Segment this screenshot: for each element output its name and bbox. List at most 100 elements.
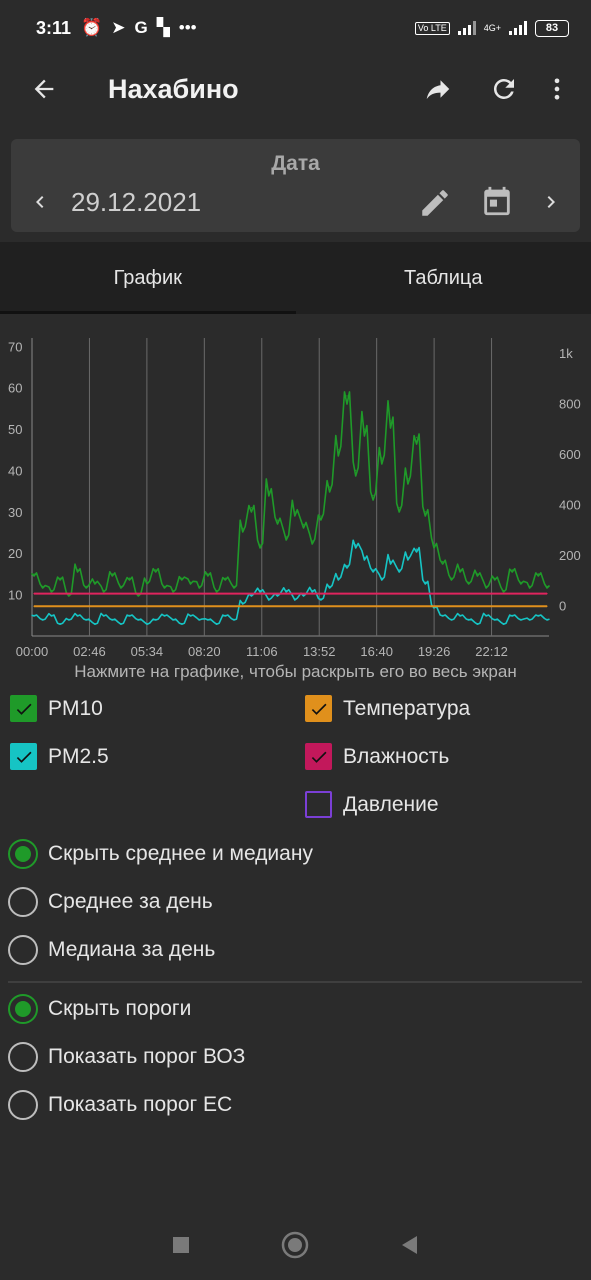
chart-point: [546, 605, 548, 607]
chart-point: [398, 605, 400, 607]
chart-left-tick-label: 40: [8, 463, 22, 478]
chart-point: [529, 593, 531, 595]
share-button[interactable]: [405, 61, 471, 117]
more-button[interactable]: [537, 61, 577, 117]
radio-daily-median[interactable]: Медиана за день: [8, 935, 215, 965]
checkbox-unchecked-icon[interactable]: [305, 791, 332, 818]
chart-point: [346, 593, 348, 595]
legend-pressure[interactable]: Давление: [305, 791, 439, 818]
chart-point: [146, 581, 148, 583]
checkbox-checked-icon[interactable]: [10, 743, 37, 770]
signal-icon-2: [509, 21, 527, 35]
chart-point: [329, 605, 331, 607]
status-bar: 3:11 ⏰ ➤ G ▚ ••• Vo LTE 4G+ 83: [0, 0, 591, 56]
checkbox-checked-icon[interactable]: [305, 695, 332, 722]
calendar-button[interactable]: [477, 181, 517, 221]
chart-point: [129, 605, 131, 607]
chart-point: [459, 614, 461, 616]
radio-eu-threshold[interactable]: Показать порог ЕС: [8, 1090, 232, 1120]
chart-point: [68, 605, 70, 607]
chart-point: [94, 593, 96, 595]
chart-right-tick-label: 600: [559, 447, 581, 462]
system-nav-bar: [0, 1210, 591, 1280]
radio-unselected-icon[interactable]: [8, 887, 38, 917]
chart-point: [216, 605, 218, 607]
chart-point: [311, 593, 313, 595]
chart-point: [59, 593, 61, 595]
chart-point: [337, 449, 339, 451]
radio-unselected-icon[interactable]: [8, 1090, 38, 1120]
chart-point: [337, 577, 339, 579]
chart-point: [459, 593, 461, 595]
radio-unselected-icon[interactable]: [8, 1042, 38, 1072]
edit-date-button[interactable]: [415, 183, 455, 223]
chart-point: [85, 605, 87, 607]
tab-table[interactable]: Таблица: [404, 266, 483, 289]
chart-point: [355, 593, 357, 595]
chart-point: [537, 573, 539, 575]
chart-point: [224, 605, 226, 607]
chart-point: [442, 614, 444, 616]
chart-point: [242, 605, 244, 607]
chart-point: [146, 593, 148, 595]
chart-point: [76, 569, 79, 571]
radio-daily-mean[interactable]: Среднее за день: [8, 887, 213, 917]
chart-point: [502, 593, 505, 595]
radio-hide-thresholds[interactable]: Скрыть пороги: [8, 994, 191, 1024]
checkbox-checked-icon[interactable]: [10, 695, 37, 722]
chart-point: [424, 511, 426, 513]
chart-left-tick-label: 60: [8, 381, 22, 396]
chart-point: [520, 618, 522, 620]
chart-point: [381, 605, 383, 607]
chart-point: [189, 593, 192, 595]
chart-point: [76, 614, 79, 616]
chart-point: [529, 605, 531, 607]
chart-point: [546, 618, 548, 620]
radio-label: Скрыть пороги: [48, 997, 192, 1020]
chart-point: [433, 544, 435, 546]
previous-day-button[interactable]: [25, 185, 55, 219]
chart-point: [372, 569, 374, 571]
date-value[interactable]: 29.12.2021: [71, 187, 202, 217]
chart-point: [50, 605, 53, 607]
tab-chart[interactable]: График: [0, 242, 296, 314]
radio-selected-icon[interactable]: [8, 994, 38, 1024]
radio-unselected-icon[interactable]: [8, 935, 38, 965]
radio-who-threshold[interactable]: Показать порог ВОЗ: [8, 1042, 245, 1072]
chart-point: [172, 589, 174, 592]
chart-point: [146, 605, 148, 607]
chart-point: [416, 593, 418, 595]
chart-point: [250, 593, 252, 595]
chart-point: [398, 507, 400, 509]
chart-point: [520, 605, 522, 607]
legend-pm25[interactable]: PM2.5: [10, 743, 109, 770]
chart-point: [242, 602, 244, 604]
chart-point: [33, 614, 35, 616]
refresh-icon: [493, 78, 514, 99]
chart-point: [520, 593, 522, 595]
chart-point: [233, 585, 235, 587]
back-button[interactable]: [16, 61, 72, 117]
radio-hide-mean-median[interactable]: Скрыть среднее и медиану: [8, 839, 313, 869]
legend-pm10[interactable]: PM10: [10, 695, 103, 722]
chart-point: [207, 605, 209, 607]
next-day-button[interactable]: [536, 185, 566, 219]
chart-point: [311, 540, 313, 542]
checkbox-checked-icon[interactable]: [305, 743, 332, 770]
battery-icon: 83: [535, 19, 569, 37]
chart-canvas[interactable]: 00:00 02:46 05:34 08:20 11:06 13:52 16:40 19:26…: [0, 330, 591, 660]
refresh-button[interactable]: [471, 61, 537, 117]
chart-point: [329, 593, 331, 595]
recents-icon[interactable]: [171, 1235, 191, 1255]
chart-point: [76, 605, 79, 607]
legend-temperature[interactable]: Температура: [305, 695, 470, 722]
radio-selected-icon[interactable]: [8, 839, 38, 869]
signal-icon: [457, 21, 476, 35]
chart-point: [42, 593, 44, 595]
air-quality-chart[interactable]: 00:00 02:46 05:34 08:20 11:06 13:52 16:40 19:26…: [0, 330, 591, 660]
chart-point: [381, 577, 383, 579]
back-nav-icon[interactable]: [399, 1234, 421, 1256]
legend-humidity[interactable]: Влажность: [305, 743, 449, 770]
home-icon[interactable]: [281, 1231, 309, 1259]
chart-x-tick-label: 19:26: [418, 644, 451, 659]
